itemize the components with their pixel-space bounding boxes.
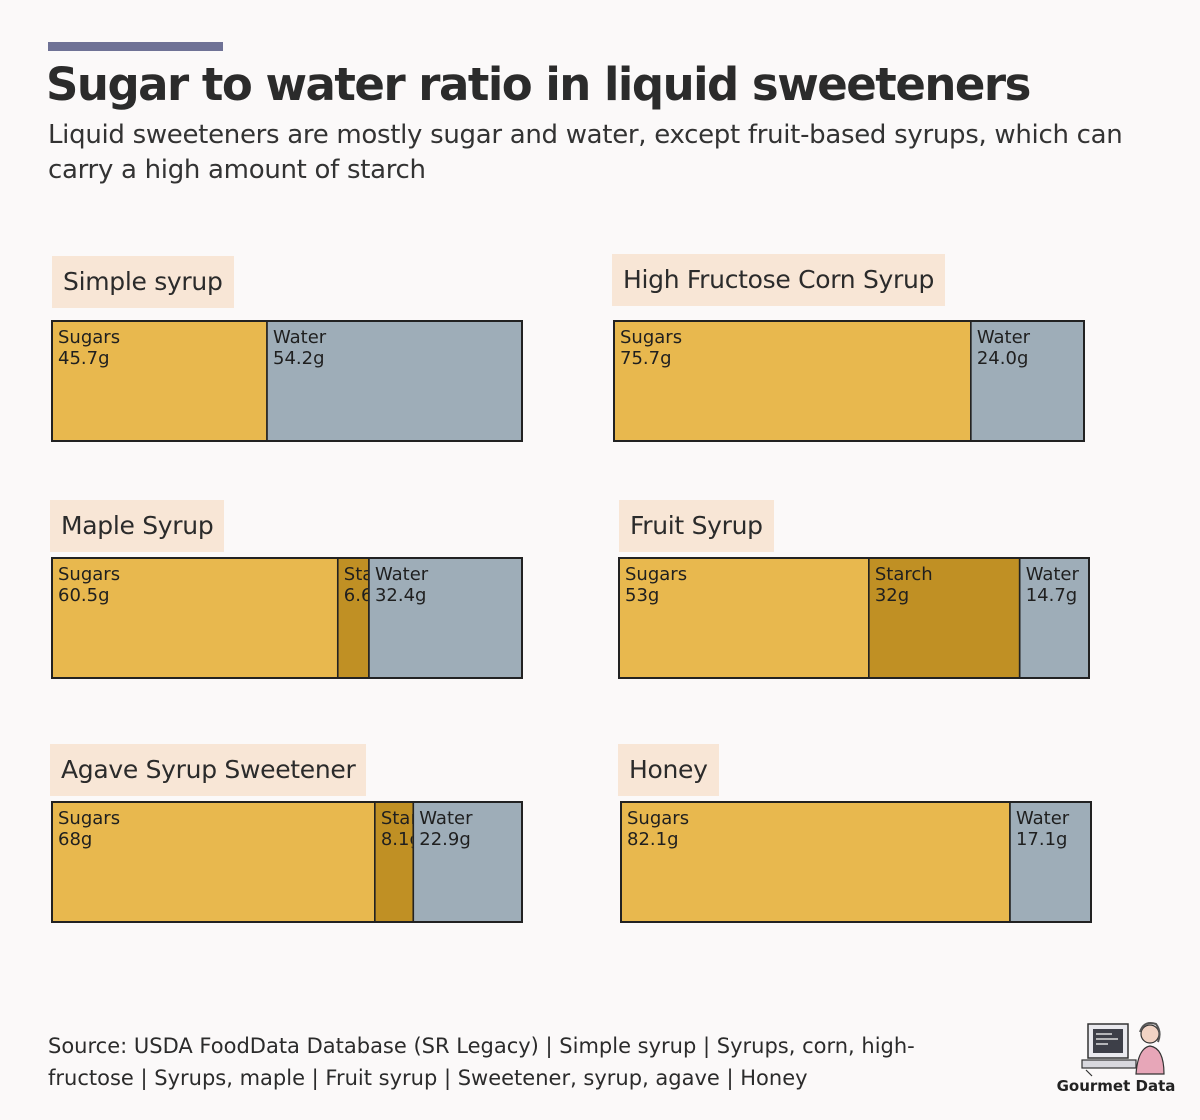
segment-value-label: 6.6g xyxy=(344,585,384,606)
bar-segment-water xyxy=(368,557,523,679)
segment-value-label: 8.1g xyxy=(381,829,421,850)
segment-value-label: 17.1g xyxy=(1016,829,1068,850)
segment-value-label: 32.4g xyxy=(375,585,427,606)
bar-frame xyxy=(618,557,1090,679)
segment-name-label: Water xyxy=(1016,808,1070,829)
computer-person-icon xyxy=(1081,1022,1165,1077)
segment-value-label: 82.1g xyxy=(627,829,679,850)
segment-name-label: Starch xyxy=(381,808,439,829)
bar-frame xyxy=(51,801,523,923)
segment-value-label: 14.7g xyxy=(1026,585,1078,606)
segment-value-label: 54.2g xyxy=(273,348,325,369)
segment-value-label: 68g xyxy=(58,829,92,850)
title-accent-bar xyxy=(48,42,223,51)
segment-name-label: Sugars xyxy=(625,564,687,585)
bar-segment-water xyxy=(1018,557,1090,679)
bar-segment-sugars xyxy=(618,557,870,679)
bar-segment-water xyxy=(970,320,1085,442)
bar-frame xyxy=(613,320,1085,442)
page-title: Sugar to water ratio in liquid sweetener… xyxy=(46,58,1031,111)
bar-segment-water xyxy=(266,320,523,442)
segment-value-label: 32g xyxy=(875,585,909,606)
bar-segment-water xyxy=(412,801,523,923)
segment-value-label: 75.7g xyxy=(620,348,672,369)
segment-value-label: 22.9g xyxy=(419,829,471,850)
segment-name-label: Water xyxy=(419,808,473,829)
page-subtitle: Liquid sweeteners are mostly sugar and w… xyxy=(48,120,1123,185)
segment-name-label: Water xyxy=(977,327,1031,348)
segment-value-label: 60.5g xyxy=(58,585,110,606)
bar-segment-sugars xyxy=(51,320,268,442)
panel-title-honey: Honey xyxy=(618,744,719,796)
bar-segment-starch xyxy=(374,801,415,923)
segment-name-label: Sugars xyxy=(58,564,120,585)
segment-value-label: 45.7g xyxy=(58,348,110,369)
segment-value-label: 24.0g xyxy=(977,348,1029,369)
segment-name-label: Water xyxy=(273,327,327,348)
segment-value-label: 53g xyxy=(625,585,659,606)
panel-title-hfcs: High Fructose Corn Syrup xyxy=(612,254,946,306)
segment-name-label: Sugars xyxy=(620,327,682,348)
segment-name-label: Starch xyxy=(344,564,402,585)
bar-segment-starch xyxy=(336,557,370,679)
brand-name: Gourmet Data xyxy=(1056,1077,1176,1095)
bar-frame xyxy=(51,557,523,679)
source-note: Source: USDA FoodData Database (SR Legac… xyxy=(48,1034,915,1090)
segment-name-label: Water xyxy=(375,564,429,585)
segment-name-label: Starch xyxy=(875,564,933,585)
segment-name-label: Sugars xyxy=(58,327,120,348)
panel-title-simple-syrup: Simple syrup xyxy=(52,256,234,308)
segment-name-label: Sugars xyxy=(627,808,689,829)
bar-frame xyxy=(620,801,1092,923)
bar-segment-starch xyxy=(868,557,1021,679)
bar-segment-sugars xyxy=(613,320,972,442)
panel-title-agave-syrup: Agave Syrup Sweetener xyxy=(50,744,367,796)
gourmet-data-logo xyxy=(1052,1018,1182,1098)
segment-name-label: Sugars xyxy=(58,808,120,829)
panel-title-fruit-syrup: Fruit Syrup xyxy=(619,500,774,552)
panel-title-maple-syrup: Maple Syrup xyxy=(50,500,225,552)
bar-frame xyxy=(51,320,523,442)
bar-segment-sugars xyxy=(51,557,339,679)
segment-name-label: Water xyxy=(1026,564,1080,585)
